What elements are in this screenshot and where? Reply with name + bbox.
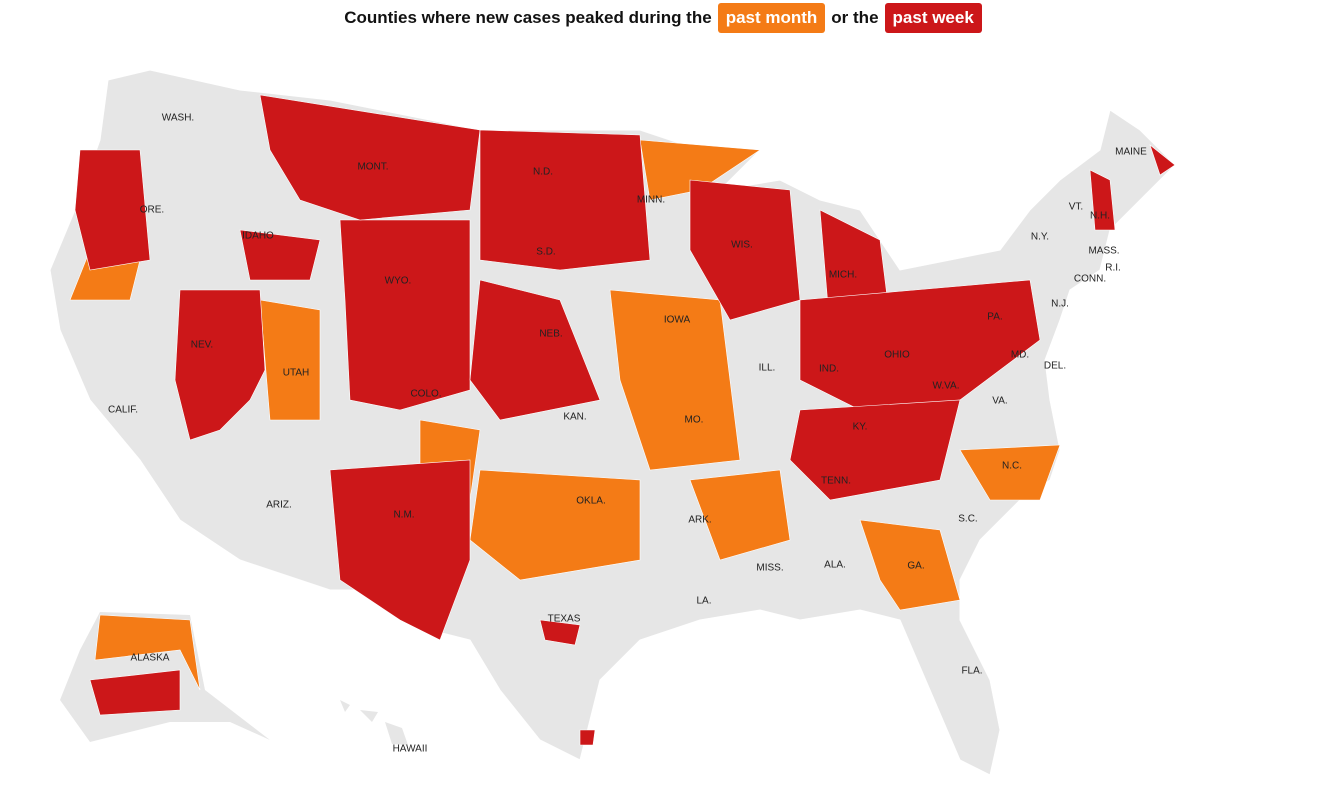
- county-cluster: [859, 519, 961, 611]
- legend-badge: past week: [884, 3, 982, 33]
- state-label: R.I.: [1105, 263, 1121, 274]
- state-label: S.C.: [958, 514, 977, 525]
- county-cluster: [479, 129, 651, 271]
- state-label: OHIO: [884, 350, 910, 361]
- state-label: FLA.: [961, 666, 982, 677]
- county-cluster: [689, 469, 791, 561]
- state-label: ILL.: [759, 363, 776, 374]
- state-label: KAN.: [563, 412, 586, 423]
- header: Counties where new cases peaked during t…: [0, 3, 1326, 33]
- state-label: ARIZ.: [266, 500, 292, 511]
- county-cluster: [74, 149, 151, 271]
- header-text: or the: [831, 8, 879, 27]
- county-cluster: [1089, 169, 1116, 231]
- county-cluster: [239, 229, 321, 281]
- state-label: HAWAII: [393, 744, 428, 755]
- state-label: N.J.: [1051, 299, 1069, 310]
- state-label: NEB.: [539, 329, 562, 340]
- state-label: N.M.: [393, 510, 414, 521]
- state-label: TEXAS: [548, 614, 581, 625]
- state-label: GA.: [907, 561, 924, 572]
- state-label: MINN.: [637, 195, 665, 206]
- state-label: WASH.: [162, 113, 194, 124]
- state-label: IOWA: [664, 315, 691, 326]
- header-text: Counties where new cases peaked during t…: [344, 8, 712, 27]
- state-label: DEL.: [1044, 361, 1066, 372]
- state-label: MICH.: [829, 270, 857, 281]
- state-label: KY.: [853, 422, 868, 433]
- state-label: MD.: [1011, 350, 1029, 361]
- state-label: MISS.: [756, 563, 783, 574]
- state-label: TENN.: [821, 476, 851, 487]
- state-label: N.D.: [533, 167, 553, 178]
- state-label: CALIF.: [108, 405, 138, 416]
- state-label: IDAHO: [242, 231, 274, 242]
- state-label: ARK.: [688, 515, 711, 526]
- county-cluster: [959, 444, 1061, 501]
- county-cluster: [579, 729, 596, 746]
- state-label: LA.: [696, 596, 711, 607]
- state-label: N.H.: [1090, 211, 1110, 222]
- county-cluster: [469, 279, 601, 421]
- state-label: ALASKA: [131, 653, 170, 664]
- hawaii-outline: [340, 700, 408, 745]
- state-label: PA.: [987, 312, 1002, 323]
- state-label: W.VA.: [932, 381, 959, 392]
- state-label: IND.: [819, 364, 839, 375]
- state-label: VT.: [1069, 202, 1083, 213]
- county-cluster: [174, 289, 266, 441]
- state-label: ORE.: [140, 205, 164, 216]
- county-cluster: [539, 619, 581, 646]
- state-label: NEV.: [191, 340, 213, 351]
- state-label: VA.: [992, 396, 1007, 407]
- county-cluster: [469, 469, 641, 581]
- state-label: UTAH: [283, 368, 309, 379]
- state-label: MONT.: [357, 162, 388, 173]
- state-label: WIS.: [731, 240, 753, 251]
- county-cluster: [1149, 144, 1176, 176]
- county-cluster: [789, 399, 961, 501]
- county-cluster: [89, 669, 181, 716]
- state-label: ALA.: [824, 560, 846, 571]
- state-label: N.C.: [1002, 461, 1022, 472]
- state-label: MASS.: [1088, 246, 1119, 257]
- legend-badge: past month: [717, 3, 826, 33]
- county-cluster: [609, 289, 741, 471]
- county-cluster: [329, 459, 471, 641]
- state-label: WYO.: [385, 276, 412, 287]
- state-label: CONN.: [1074, 274, 1106, 285]
- county-cluster: [259, 299, 321, 421]
- state-label: COLO.: [410, 389, 441, 400]
- county-cluster: [94, 614, 201, 691]
- state-label: S.D.: [536, 247, 555, 258]
- state-label: MAINE: [1115, 147, 1147, 158]
- state-label: N.Y.: [1031, 232, 1049, 243]
- state-label: OKLA.: [576, 496, 605, 507]
- county-cluster: [339, 219, 471, 411]
- county-cluster: [689, 179, 801, 321]
- state-label: MO.: [685, 415, 704, 426]
